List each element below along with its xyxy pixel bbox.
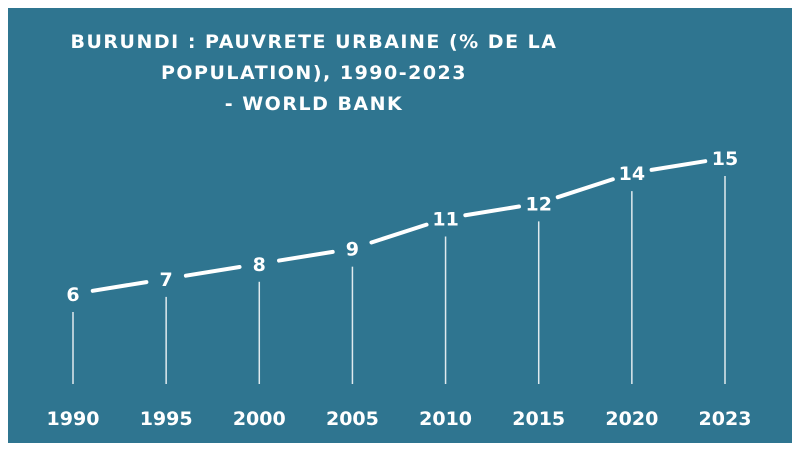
x-tick-label-1990: 1990: [47, 408, 100, 430]
chart-title: BURUNDI : PAUVRETE URBAINE (% DE LA POPU…: [70, 31, 558, 115]
series-line-segment: [649, 159, 708, 172]
series-line-segment: [183, 264, 242, 278]
data-label-1990: 6: [66, 284, 79, 306]
series-line-segment: [463, 204, 521, 218]
data-label-2010: 11: [432, 208, 458, 230]
x-tick-label-2000: 2000: [233, 408, 286, 430]
data-label-1995: 7: [160, 269, 173, 291]
x-tick-label-2005: 2005: [326, 408, 379, 430]
data-label-2015: 12: [525, 193, 551, 215]
series-line-segment: [90, 280, 149, 293]
x-tick-label-2023: 2023: [699, 408, 752, 430]
x-tick-label-2015: 2015: [512, 408, 565, 430]
x-tick-label-2010: 2010: [419, 408, 472, 430]
data-label-2005: 9: [346, 239, 359, 261]
series-line-segment: [555, 177, 615, 200]
data-label-2000: 8: [253, 254, 266, 276]
series-line-segment: [277, 249, 335, 263]
chart-panel: [8, 8, 792, 443]
series-line-segment: [369, 222, 429, 245]
x-tick-label-2020: 2020: [605, 408, 658, 430]
data-label-2020: 14: [619, 163, 645, 185]
data-label-2023: 15: [712, 148, 738, 170]
x-tick-label-1995: 1995: [140, 408, 193, 430]
